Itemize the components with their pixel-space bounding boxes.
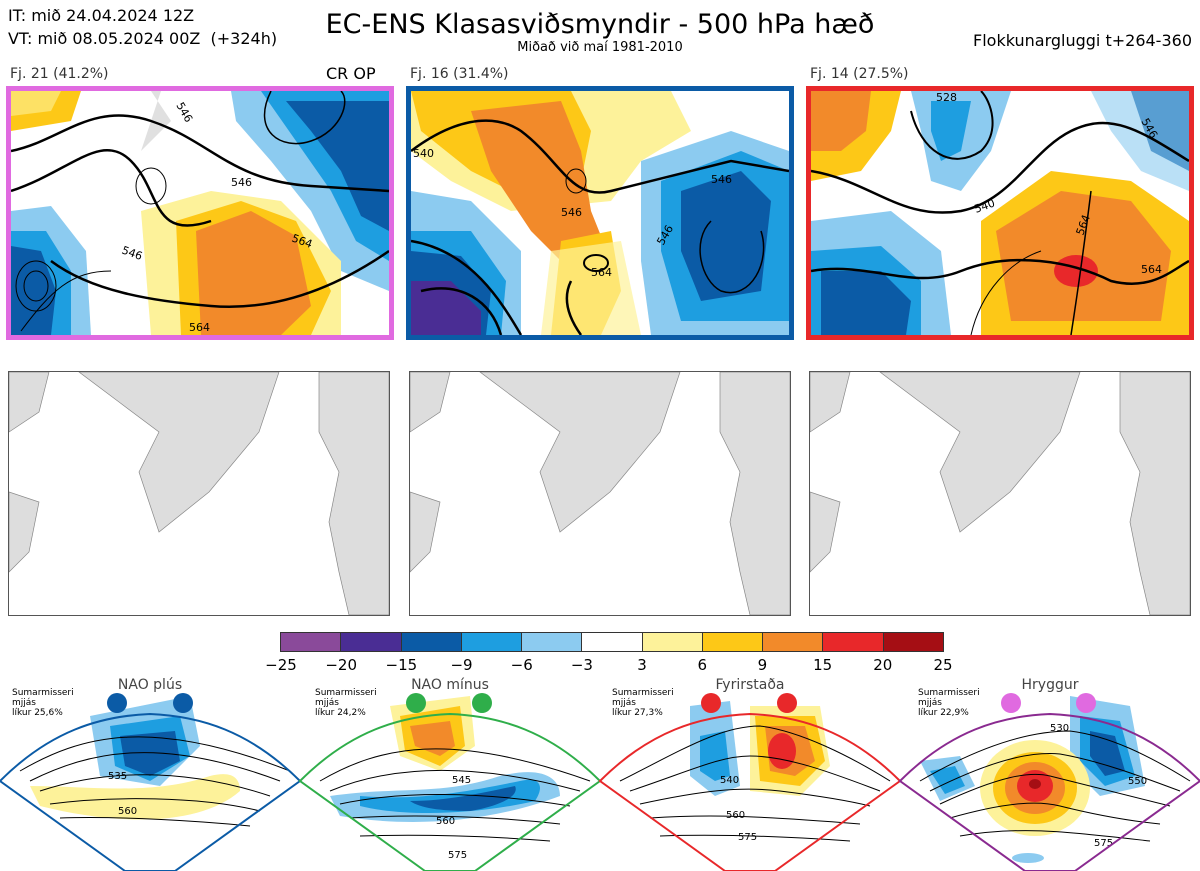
regime-dot [107, 693, 127, 713]
colorbar-segment [401, 633, 462, 651]
colorbar-segment [522, 633, 583, 651]
cluster-1-map[interactable]: 546 564 546 564 546 [6, 86, 394, 340]
cluster-2-label: Fj. 16 (31.4%) [410, 66, 509, 82]
page-subtitle: Miðað við maí 1981-2010 [517, 40, 683, 55]
contour-label: 564 [1141, 263, 1162, 276]
cluster-3-map[interactable]: 528 540 546 564 564 [806, 86, 1194, 340]
regime-prob-nao-plus: Sumarmisseri mjjás líkur 25,6% [12, 688, 74, 718]
regime-prob-ridge: Sumarmisseri mjjás líkur 22,9% [918, 688, 980, 718]
colorbar-segment [823, 633, 884, 651]
contour-label: 575 [448, 850, 467, 861]
contour-label: 560 [436, 816, 455, 827]
colorbar-tick-label: −9 [450, 656, 473, 674]
colorbar-segment [642, 633, 703, 651]
regime-title-nao-minus: NAO mínus [411, 677, 489, 693]
regime-prob-nao-minus: Sumarmisseri mjjás líkur 24,2% [315, 688, 377, 718]
contour-label: 535 [108, 771, 127, 782]
contour-label: 528 [936, 91, 957, 104]
cluster-2-anomaly-field: 540 546 546 546 564 [411, 91, 789, 335]
page-title: EC-ENS Klasasviðsmyndir - 500 hPa hæð [325, 9, 875, 40]
regime-blocking-map: 540 560 575 [598, 701, 902, 871]
contour-label: 546 [231, 176, 252, 189]
empty-map-3 [809, 371, 1191, 616]
contour-label: 546 [711, 173, 732, 186]
header-info: IT: mið 24.04.2024 12Z VT: mið 08.05.202… [8, 4, 277, 50]
regime-prob-blocking: Sumarmisseri mjjás líkur 27,3% [612, 688, 674, 718]
colorbar-tick-label: −20 [325, 656, 357, 674]
classification-window: Flokkunargluggi t+264-360 [973, 31, 1192, 50]
base-map [9, 372, 389, 615]
contour-label: 560 [118, 806, 137, 817]
regime-dot [777, 693, 797, 713]
regime-maps: 535 560 545 560 575 540 560 575 [0, 693, 1200, 871]
contour-label: 530 [1050, 723, 1069, 734]
colorbar-segment [461, 633, 523, 651]
contour-label: 545 [452, 775, 471, 786]
cluster-2-map[interactable]: 540 546 546 546 564 [406, 86, 794, 340]
colorbar-segment [883, 633, 943, 651]
regime-nao-plus-map: 535 560 [0, 696, 302, 871]
colorbar-tick-label: −3 [570, 656, 593, 674]
colorbar-segment [341, 633, 402, 651]
regime-dot [1076, 693, 1096, 713]
contour-label: 575 [1094, 838, 1113, 849]
colorbar-segment [763, 633, 824, 651]
empty-map-1 [8, 371, 390, 616]
base-map [410, 372, 790, 615]
contour-label: 540 [720, 775, 739, 786]
contour-label: 550 [1128, 776, 1147, 787]
regime-title-nao-plus: NAO plús [117, 677, 183, 693]
colorbar-segment [702, 633, 764, 651]
contour-label: 575 [738, 832, 757, 843]
contour-label: 564 [189, 321, 210, 334]
cluster-3-anomaly-field: 528 540 546 564 564 [811, 91, 1189, 335]
colorbar-tick-label: −6 [510, 656, 533, 674]
base-map [810, 372, 1190, 615]
regime-dot [173, 693, 193, 713]
colorbar-tick-label: 25 [933, 656, 953, 674]
regime-dot [1001, 693, 1021, 713]
colorbar-segment [281, 633, 342, 651]
colorbar-tick-label: 15 [813, 656, 833, 674]
cluster-1-tag: CR OP [326, 64, 376, 83]
regime-dot [701, 693, 721, 713]
colorbar-tick-label: 20 [873, 656, 893, 674]
colorbar-tick-label: −25 [265, 656, 297, 674]
colorbar-segment [582, 633, 643, 651]
regime-title-ridge: Hryggur [1021, 677, 1079, 693]
cluster-1-anomaly-field: 546 564 546 564 546 [11, 91, 389, 335]
contour-label: 546 [561, 206, 582, 219]
cluster-1-label: Fj. 21 (41.2%) [10, 66, 109, 82]
cluster-3-label: Fj. 14 (27.5%) [810, 66, 909, 82]
colorbar-tick-label: −15 [385, 656, 418, 674]
colorbar [280, 632, 944, 652]
colorbar-tick-label: 9 [757, 656, 768, 674]
colorbar-tick-label: 6 [697, 656, 708, 674]
regime-ridge-map: 530 550 575 [898, 696, 1200, 871]
contour-label: 560 [726, 810, 745, 821]
regime-title-blocking: Fyrirstaða [715, 677, 785, 693]
valid-time: VT: mið 08.05.2024 00Z (+324h) [8, 29, 278, 48]
initial-time: IT: mið 24.04.2024 12Z [8, 6, 195, 25]
regime-nao-minus-map: 545 560 575 [298, 696, 602, 871]
contour-label: 564 [591, 266, 612, 279]
empty-map-2 [409, 371, 791, 616]
contour-label: 540 [413, 147, 434, 160]
colorbar-tick-label: 3 [637, 656, 647, 674]
regime-dot [406, 693, 426, 713]
regime-dot [472, 693, 492, 713]
